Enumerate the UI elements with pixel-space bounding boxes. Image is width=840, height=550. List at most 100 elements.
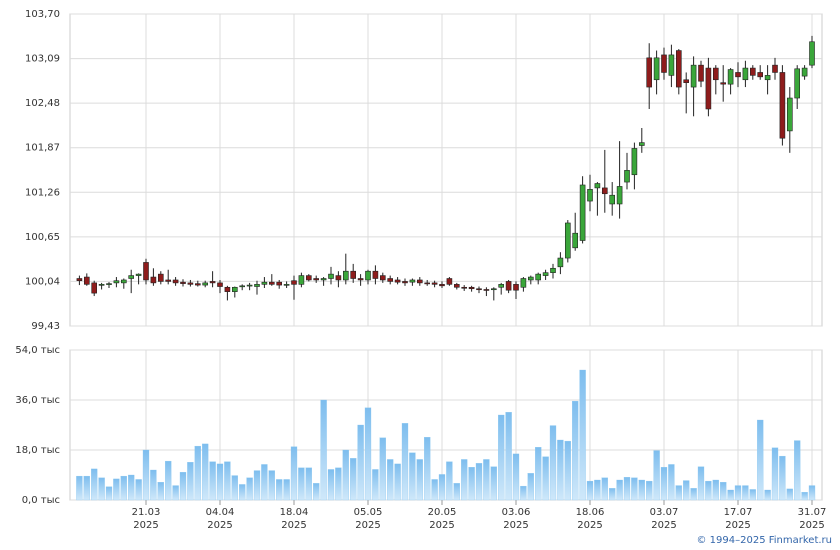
volume-bar xyxy=(401,423,409,501)
y-tick-label: 54,0 тыс xyxy=(15,345,60,356)
candle-body xyxy=(313,278,320,281)
candle-body xyxy=(653,57,660,81)
candle-body xyxy=(764,75,771,81)
y-tick-label: 99,43 xyxy=(31,321,60,332)
candle-body xyxy=(439,284,445,287)
candle-body xyxy=(84,276,90,285)
volume-bar xyxy=(586,480,594,501)
candle-body xyxy=(180,281,186,284)
candle-body xyxy=(431,282,438,285)
volume-bar xyxy=(535,447,542,501)
volume-bar xyxy=(424,437,431,501)
candle-body xyxy=(387,278,394,282)
candle-body xyxy=(165,279,171,282)
x-tick-label: 04.04 2025 xyxy=(205,507,235,531)
candle-body xyxy=(490,288,497,291)
candle-body xyxy=(513,284,519,291)
volume-bar xyxy=(350,458,357,501)
volume-bar xyxy=(105,486,113,501)
candle-body xyxy=(76,278,83,281)
candle-body xyxy=(675,50,682,88)
copyright[interactable]: © 1994–2025 Finmarket.ru xyxy=(696,535,832,546)
volume-bar xyxy=(512,453,520,501)
candle-body xyxy=(646,57,653,88)
volume-bar xyxy=(283,479,290,501)
candle-body xyxy=(305,275,312,281)
volume-bar xyxy=(498,414,505,501)
volume-bar xyxy=(572,400,579,501)
candle-body xyxy=(254,284,260,287)
x-tick-label: 18.04 2025 xyxy=(279,507,309,531)
x-tick-label: 17.07 2025 xyxy=(723,507,753,531)
y-tick-label: 103,70 xyxy=(25,9,60,20)
candle-body xyxy=(698,64,704,82)
candle-body xyxy=(624,170,630,183)
candle-body xyxy=(416,279,423,284)
volume-bar xyxy=(224,461,231,501)
candle-body xyxy=(476,288,482,291)
candle-body xyxy=(276,281,283,286)
volume-bar xyxy=(505,412,512,501)
x-tick-label: 03.06 2025 xyxy=(501,507,531,531)
candle-body xyxy=(616,186,623,205)
volume-bar xyxy=(542,456,549,501)
volume-bar xyxy=(187,462,194,501)
candle-body xyxy=(594,183,601,189)
candle-body xyxy=(202,282,208,286)
volume-bar xyxy=(135,479,142,501)
volume-bar xyxy=(786,488,793,501)
candle-body xyxy=(158,273,164,282)
y-tick-label: 36,0 тыс xyxy=(15,395,60,406)
x-tick-label: 05.05 2025 xyxy=(353,507,383,531)
volume-bar xyxy=(150,469,157,501)
candle-body xyxy=(483,289,490,291)
x-tick-label: 31.07 2025 xyxy=(797,507,827,531)
candle-body xyxy=(690,64,697,88)
volume-bar xyxy=(202,443,209,501)
candle-body xyxy=(357,278,364,281)
candle-body xyxy=(535,273,542,281)
y-tick-label: 103,09 xyxy=(25,54,60,65)
volume-bar xyxy=(409,452,416,501)
candle-body xyxy=(527,276,534,281)
volume-bar xyxy=(475,463,483,501)
volume-bar xyxy=(335,467,342,501)
candle-body xyxy=(379,275,386,281)
candle-body xyxy=(727,69,734,85)
candle-body xyxy=(801,67,808,77)
candle-body xyxy=(520,278,527,288)
candle-body xyxy=(794,68,801,99)
candle-body xyxy=(786,97,793,132)
volume-bar xyxy=(668,464,675,501)
volume-bar xyxy=(697,466,705,501)
volume-bar xyxy=(490,466,497,501)
y-tick-label: 18,0 тыс xyxy=(15,445,60,456)
candle-body xyxy=(394,279,401,283)
candle-body xyxy=(172,279,179,284)
candle-body xyxy=(217,282,223,287)
candle-body xyxy=(542,272,549,276)
candle-body xyxy=(609,194,616,205)
volume-bar xyxy=(128,474,135,501)
volume-bar xyxy=(179,472,187,501)
volume-bar xyxy=(653,450,660,501)
volume-bar xyxy=(720,482,727,501)
volume-bar xyxy=(298,467,305,501)
volume-bar xyxy=(446,461,453,501)
candle-body xyxy=(91,282,97,294)
volume-bar xyxy=(712,479,719,501)
volume-bar xyxy=(320,399,327,501)
candle-body xyxy=(128,275,134,279)
volume-bar xyxy=(734,485,742,501)
candle-body xyxy=(150,276,157,284)
candle-body xyxy=(113,280,120,284)
candle-body xyxy=(402,281,408,284)
y-tick-label: 101,87 xyxy=(25,143,60,154)
volume-bar xyxy=(808,485,816,501)
candle-body xyxy=(291,280,297,285)
candle-body xyxy=(638,142,645,146)
volume-bar xyxy=(216,463,224,501)
candle-body xyxy=(232,286,238,292)
volume-bar xyxy=(468,467,475,501)
